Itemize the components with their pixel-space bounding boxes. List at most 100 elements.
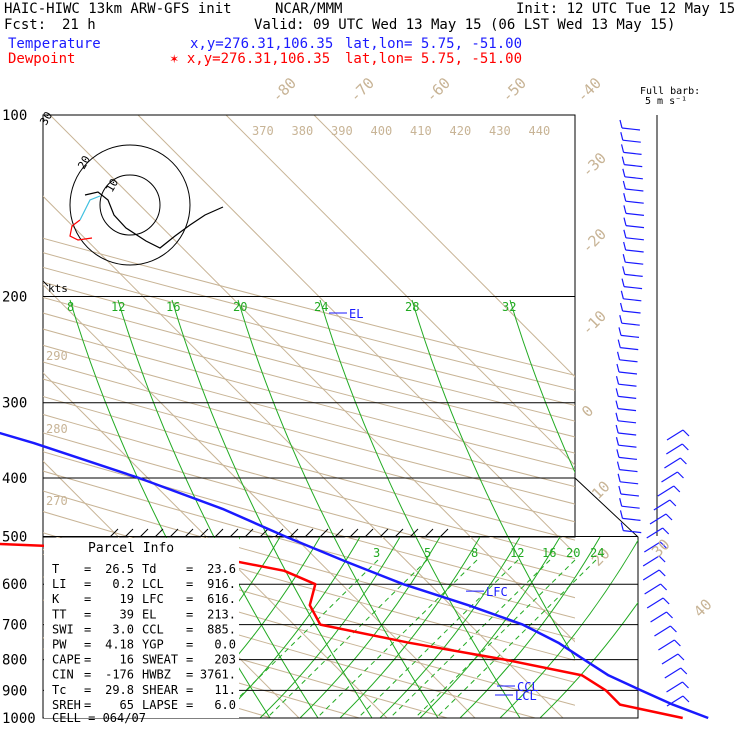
hatch-mark: [184, 528, 194, 538]
hatch-mark: [349, 528, 359, 538]
parcel-eq: =: [186, 698, 193, 712]
parcel-key: YGP: [142, 638, 164, 652]
level-label-lcl: LCL: [515, 689, 537, 703]
hatch-mark: [319, 528, 329, 538]
dry-adiabat: [43, 296, 575, 438]
wind-barb-flag: [682, 681, 689, 689]
wind-barb: [622, 139, 641, 143]
barb-title: Full barb:: [640, 86, 700, 97]
wind-barb-flag: [616, 363, 620, 373]
pressure-tick-label: 500: [2, 529, 27, 545]
parcel-value: 6.0: [214, 698, 236, 712]
wind-barb: [644, 583, 661, 595]
parcel-info-table: Parcel Info T 26.5 = Td = 23.6 LI 0.2 = LCL = 916. K 1…: [44, 538, 239, 725]
mixing-ratio-tick-label: 16: [166, 300, 180, 314]
fcst-value: 21 h: [62, 17, 96, 33]
valid-time: Valid: 09 UTC Wed 13 May 15 (06 LST Wed …: [254, 17, 675, 33]
wind-barb-flag: [621, 156, 625, 165]
hodograph-ring: [69, 144, 191, 266]
parcel-key: HWBZ: [142, 668, 171, 682]
hatch-mark: [304, 528, 314, 538]
wind-barb-flag: [666, 611, 673, 619]
parcel-value: 26.5: [105, 562, 134, 576]
level-label-lfc: LFC: [486, 585, 508, 599]
wind-barb: [621, 505, 640, 509]
wind-barb-flag: [658, 569, 666, 577]
fcst-label: Fcst:: [4, 17, 46, 33]
parcel-eq: =: [186, 653, 193, 667]
hatch-mark: [154, 528, 164, 538]
parcel-key: CIN: [52, 668, 74, 682]
mixing-ratio-tick-label: 16: [542, 546, 556, 560]
hatch-mark: [289, 528, 299, 538]
wind-barb-flag: [682, 695, 690, 703]
hatch-mark: [394, 528, 404, 538]
dry-adiabat: [43, 266, 575, 407]
parcel-key: EL: [142, 607, 156, 621]
moist-line: [339, 537, 481, 718]
parcel-key: TT: [52, 607, 66, 621]
isotherm-line: [225, 115, 575, 466]
parcel-value: 23.6: [207, 562, 236, 576]
wind-barb: [618, 456, 637, 460]
mixing-ratio-line: [266, 559, 428, 718]
wind-barb: [664, 457, 681, 469]
parcel-key: K: [52, 592, 60, 606]
wind-barb: [661, 653, 679, 665]
wind-barb-flag: [619, 119, 623, 129]
mixing-ratio-tick-label: 24: [314, 300, 328, 314]
theta-tick-label: 440: [529, 124, 551, 138]
level-label-ccl: CCL: [517, 680, 539, 694]
wind-barb: [642, 555, 660, 567]
wind-barb: [618, 444, 637, 448]
moist-adiabat: [171, 299, 373, 718]
wind-barb-flag: [620, 522, 624, 531]
wind-barb: [657, 485, 675, 497]
wind-barb: [625, 261, 644, 265]
pressure-tick-label: 100: [2, 108, 27, 124]
barb-unit: 5 m s⁻¹: [645, 96, 687, 107]
wind-barb: [644, 541, 661, 553]
moist-line: [419, 537, 561, 718]
parcel-key: CAPE: [52, 653, 81, 667]
wind-barb: [653, 499, 671, 511]
hatch-mark: [439, 528, 449, 538]
wind-barb-flag: [623, 205, 627, 214]
wind-barb: [618, 395, 637, 399]
moist-adiabat: [411, 299, 575, 660]
mixing-ratio-tick-label: 24: [590, 546, 604, 560]
hatch-mark: [109, 528, 119, 538]
wind-barb-flag: [681, 443, 689, 451]
wind-barb-flag: [673, 639, 681, 647]
wind-barb-flag: [658, 555, 666, 563]
wind-barb-flag: [623, 229, 627, 238]
moist-adiabat: [509, 299, 575, 474]
wind-barb: [622, 517, 641, 521]
parcel-value: 29.8: [105, 683, 134, 697]
dewpoint-latlon: lat,lon= 5.75, -51.00: [345, 51, 522, 67]
wind-barb: [620, 481, 639, 485]
dewpoint-legend: Dewpoint: [8, 51, 75, 67]
moist-line: [299, 537, 441, 718]
wind-barb: [625, 188, 644, 192]
wind-barb-flag: [619, 302, 624, 312]
wind-barb: [650, 611, 667, 623]
parcel-eq: =: [186, 638, 193, 652]
hatch-mark: [124, 528, 134, 538]
wind-barb-flag: [680, 457, 687, 465]
hodograph-ring-label: 20: [75, 154, 93, 172]
dry-adiabat: [43, 599, 448, 718]
theta-side-label: 280: [46, 422, 68, 436]
parcel-key: T: [52, 562, 59, 576]
wind-barb: [622, 310, 641, 314]
wind-barb: [617, 408, 637, 412]
wind-barb-flag: [660, 583, 668, 591]
moist-adiabat: [237, 299, 439, 718]
parcel-value: 4.18: [105, 638, 134, 652]
pressure-tick-label: 200: [2, 290, 27, 306]
wind-barb-flag: [619, 498, 623, 507]
hatch-mark: [379, 528, 389, 538]
wind-barb-flag: [618, 485, 622, 495]
theta-tick-label: 400: [371, 124, 393, 138]
pressure-tick-label: 300: [2, 396, 27, 412]
